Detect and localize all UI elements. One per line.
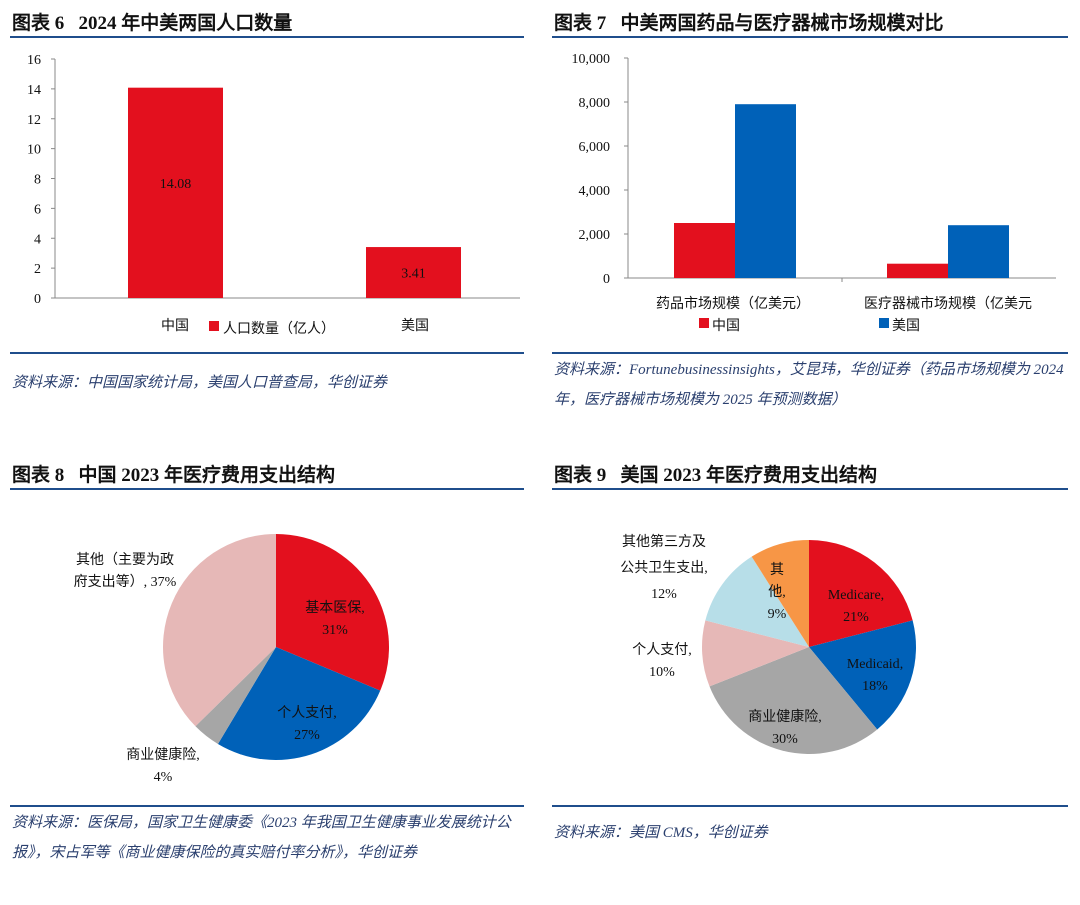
y-tick-label: 0 [34, 292, 41, 307]
fig7-source: 资料来源：Fortunebusinessinsights，艾昆玮，华创证券（药品… [554, 362, 1064, 408]
category-label: 美国 [401, 318, 429, 334]
pie-slice-个人支付 [701, 620, 809, 687]
fig9-title: 图表 9 美国 2023 年医疗费用支出结构 [554, 465, 878, 486]
y-tick-label: 0 [603, 272, 610, 287]
divider [552, 488, 1068, 490]
divider [552, 36, 1068, 38]
pie-slice-其他第三方及公共卫生支出 [705, 556, 809, 647]
pie8-label-personal: 个人支付, 27% [277, 706, 337, 743]
divider [552, 352, 1068, 354]
pie9-label-medicare: Medicare, 21% [827, 588, 885, 625]
pie9-label-medicaid: Medicaid, 18% [846, 657, 904, 694]
y-tick-label: 12 [27, 113, 41, 128]
y-tick-label: 2 [34, 262, 41, 277]
pie9-label-thirdparty: 其他第三方及公共卫生支出, 12% [620, 535, 708, 602]
bar-美国-0 [735, 104, 796, 278]
y-tick-label: 4 [34, 232, 41, 247]
bar-中国-0 [674, 223, 735, 278]
y-tick-label: 6,000 [579, 140, 611, 155]
data-label: 3.41 [401, 267, 426, 282]
pie8-label-basic: 基本医保, 31% [305, 601, 365, 638]
pie-slice-Medicare [809, 540, 913, 647]
pie-slice-基本医保 [276, 534, 389, 691]
y-tick-label: 10 [27, 143, 41, 158]
legend-swatch [699, 318, 709, 328]
y-tick-label: 14 [27, 83, 41, 98]
legend-swatch [879, 318, 889, 328]
bar-中国 [128, 87, 223, 299]
pie-slice-其他（主要为政府支出等） [162, 534, 276, 727]
category-label: 医疗器械市场规模（亿美元 [864, 295, 1032, 312]
pie9-label-other: 其他, 9% [767, 563, 787, 622]
fig6-title: 图表 6 2024 年中美两国人口数量 [12, 13, 293, 34]
category-label: 药品市场规模（亿美元） [656, 295, 810, 312]
category-label: 中国 [161, 318, 189, 334]
y-tick-label: 10,000 [572, 52, 611, 67]
legend-swatch [209, 321, 219, 331]
divider [10, 36, 524, 38]
pie8-label-other: 其他（主要为政府支出等）, 37% [73, 553, 177, 590]
y-tick-label: 2,000 [579, 228, 611, 243]
divider [552, 805, 1068, 807]
fig8-source: 资料来源：医保局，国家卫生健康委《2023 年我国卫生健康事业发展统计公报》，宋… [12, 815, 511, 861]
data-label: 14.08 [160, 177, 192, 192]
y-tick-label: 8 [34, 173, 41, 188]
y-tick-label: 16 [27, 53, 41, 68]
fig8-title: 图表 8 中国 2023 年医疗费用支出结构 [12, 465, 336, 486]
legend-label: 中国 [712, 318, 740, 334]
y-tick-label: 8,000 [579, 96, 611, 111]
bar-中国-1 [887, 263, 948, 278]
divider [10, 488, 524, 490]
divider [10, 352, 524, 354]
divider [10, 805, 524, 807]
legend-label: 人口数量（亿人） [223, 321, 335, 337]
pie9-label-personal: 个人支付, 10% [632, 643, 692, 680]
pie-slice-商业健康险 [195, 647, 276, 744]
fig6-source: 资料来源：中国国家统计局，美国人口普查局，华创证券 [12, 375, 388, 391]
y-tick-label: 6 [34, 202, 41, 217]
pie-slice-商业健康险 [709, 647, 878, 755]
bar-美国 [366, 247, 461, 298]
pie-slice-Medicaid [809, 620, 917, 730]
pie-slice-其他 [751, 540, 809, 647]
pie9-label-commercial: 商业健康险, 30% [748, 710, 822, 747]
bar-美国-1 [948, 225, 1009, 278]
pie8-label-commercial: 商业健康险, 4% [126, 748, 200, 785]
pie-slice-个人支付 [217, 647, 381, 760]
y-tick-label: 4,000 [579, 184, 611, 199]
fig9-source: 资料来源：美国 CMS，华创证券 [554, 825, 768, 841]
fig7-title: 图表 7 中美两国药品与医疗器械市场规模对比 [554, 13, 944, 34]
legend-label: 美国 [892, 318, 920, 334]
